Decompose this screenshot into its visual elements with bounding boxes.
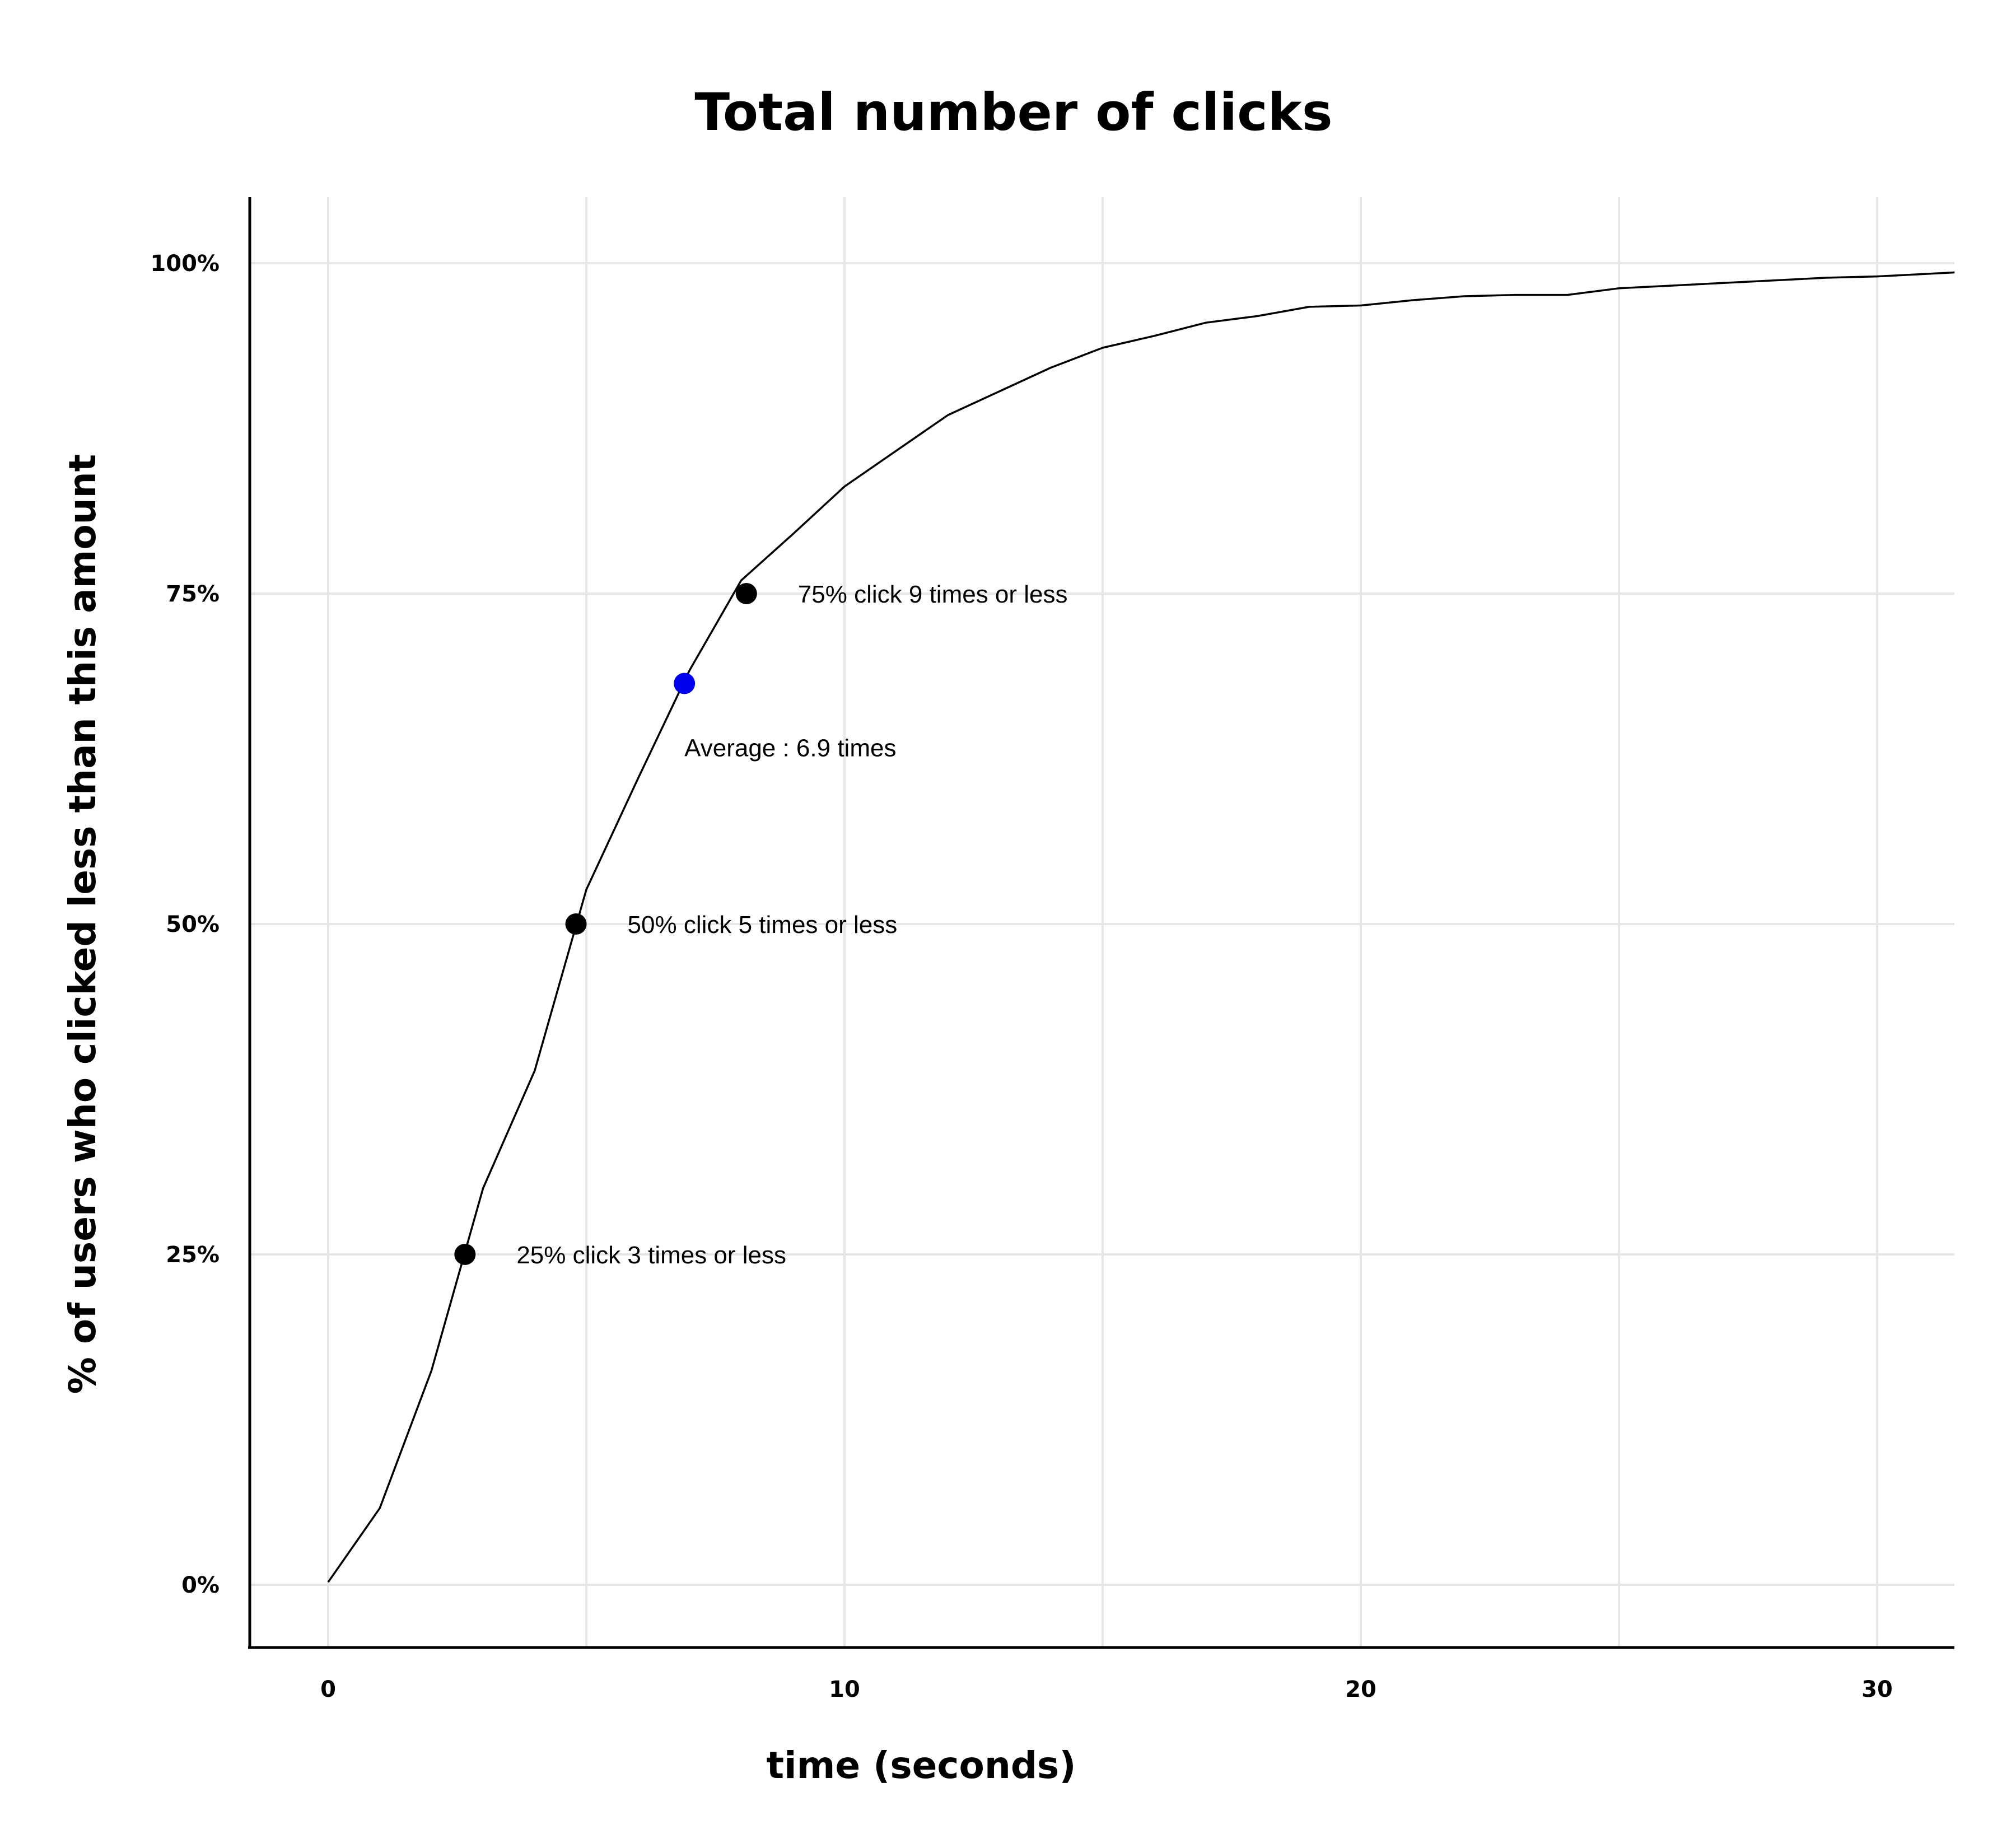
x-tick-label: 0 xyxy=(320,1677,336,1702)
grid xyxy=(250,197,1954,1648)
data-point-marker xyxy=(454,1244,476,1265)
chart-title: Total number of clicks xyxy=(694,82,1332,142)
markers: 25% click 3 times or less 50% click 5 tim… xyxy=(454,581,1068,1269)
marker-annotation: 25% click 3 times or less xyxy=(516,1242,786,1269)
y-tick-label: 50% xyxy=(166,912,220,937)
marker-annotation: 50% click 5 times or less xyxy=(628,911,898,939)
tick-labels: 0 10 20 30 0% 25% 50% 75% 100% xyxy=(150,251,1892,1702)
y-tick-label: 0% xyxy=(181,1572,220,1598)
series-polyline xyxy=(327,271,1955,1583)
y-tick-label: 100% xyxy=(150,251,220,277)
y-tick-label: 75% xyxy=(166,581,220,607)
data-point-marker xyxy=(674,673,696,694)
series-line xyxy=(327,271,1955,1583)
data-point-marker xyxy=(565,913,587,935)
x-tick-label: 30 xyxy=(1861,1677,1893,1702)
x-axis-label: time (seconds) xyxy=(766,1744,1076,1787)
y-axis-label: % of users who clicked less than this am… xyxy=(61,454,104,1394)
axes xyxy=(248,197,1954,1649)
marker-annotation: 75% click 9 times or less xyxy=(798,581,1068,608)
data-point-marker xyxy=(735,583,757,604)
x-tick-label: 20 xyxy=(1345,1677,1376,1702)
x-tick-label: 10 xyxy=(829,1677,860,1702)
marker-annotation: Average : 6.9 times xyxy=(684,734,896,762)
y-tick-label: 25% xyxy=(166,1242,220,1268)
